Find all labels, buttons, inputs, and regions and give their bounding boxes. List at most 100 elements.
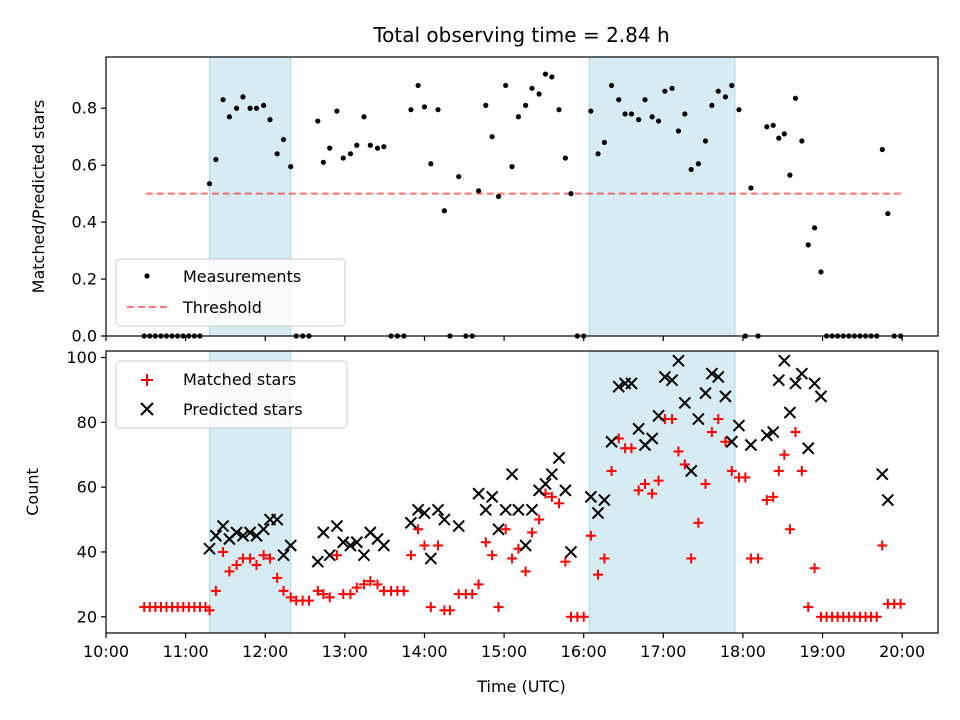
measurement-point xyxy=(682,111,688,117)
measurement-point xyxy=(421,104,428,110)
predicted-star-point xyxy=(766,425,780,439)
bottom-panel-matched-stars xyxy=(139,414,906,622)
matched-star-point xyxy=(265,553,276,564)
predicted-star-point xyxy=(236,529,250,542)
matched-star-point xyxy=(526,527,537,538)
matched-star-point xyxy=(726,465,737,476)
matched-star-point xyxy=(796,465,807,476)
predicted-star-point xyxy=(744,438,758,452)
predicted-star-point xyxy=(418,506,431,520)
matched-star-point xyxy=(433,540,444,551)
measurement-point xyxy=(608,82,615,89)
matched-star-point xyxy=(312,585,323,596)
measurement-point xyxy=(729,82,735,89)
measurement-point xyxy=(542,71,549,77)
predicted-star-point xyxy=(672,354,685,367)
matched-star-point xyxy=(272,572,283,583)
matched-star-point xyxy=(790,427,801,438)
x-tick-label: 18:00 xyxy=(720,642,766,661)
measurement-point xyxy=(748,185,754,191)
matched-star-point xyxy=(398,585,409,596)
measurement-point xyxy=(509,164,515,170)
matched-star-point xyxy=(647,488,658,499)
matched-star-point xyxy=(218,546,229,557)
measurement-point xyxy=(642,97,648,103)
matched-star-point xyxy=(803,602,814,613)
predicted-star-point xyxy=(559,484,572,497)
measurement-point xyxy=(428,161,434,167)
measurement-point xyxy=(568,191,574,197)
bottom-legend-box xyxy=(115,360,348,429)
matched-star-point xyxy=(224,566,235,577)
y-tick-label: 40 xyxy=(77,542,97,561)
measurement-point xyxy=(233,105,240,111)
matched-star-point xyxy=(345,589,356,600)
matched-star-point xyxy=(720,436,731,447)
predicted-star-point xyxy=(652,409,665,423)
shaded-interval-2 xyxy=(588,350,736,634)
matched-star-point xyxy=(520,566,531,577)
measurement-point xyxy=(601,139,608,146)
matched-star-point xyxy=(809,563,820,574)
measurement-point xyxy=(213,156,219,163)
predicted-star-point xyxy=(277,548,290,562)
predicted-star-point xyxy=(525,503,539,517)
measurement-point xyxy=(529,85,535,91)
predicted-star-point xyxy=(243,526,257,539)
predicted-star-point xyxy=(778,354,791,367)
matched-star-point xyxy=(534,514,545,525)
predicted-star-point xyxy=(545,467,559,481)
matched-star-point xyxy=(871,611,882,622)
measurement-point xyxy=(776,135,782,141)
predicted-star-point xyxy=(337,536,350,549)
bottom-panel-y-axis-label: Count xyxy=(23,468,42,516)
measurement-point xyxy=(515,114,522,120)
top-panel-x-ticks xyxy=(105,336,903,341)
matched-star-point xyxy=(204,605,215,616)
matched-star-point xyxy=(679,459,690,470)
legend-threshold-label: Threshold xyxy=(182,298,262,317)
measurement-point xyxy=(327,145,333,151)
matched-star-point xyxy=(578,611,589,622)
x-tick-label: 13:00 xyxy=(322,642,368,661)
predicted-star-point xyxy=(658,370,672,384)
legend-matched-marker xyxy=(141,374,153,386)
matched-star-point xyxy=(740,472,751,483)
matched-star-point xyxy=(487,550,498,561)
predicted-star-point xyxy=(505,467,519,481)
predicted-star-point xyxy=(699,386,712,400)
x-tick-label: 11:00 xyxy=(163,642,209,661)
measurement-point xyxy=(805,242,811,248)
matched-star-point xyxy=(784,524,795,535)
predicted-star-point xyxy=(404,516,418,530)
matched-star-point xyxy=(599,553,610,564)
y-tick-label: 60 xyxy=(77,478,97,497)
predicted-star-point xyxy=(472,487,485,500)
y-tick-label: 0.2 xyxy=(72,270,97,289)
predicted-star-point xyxy=(270,513,284,526)
predicted-star-point xyxy=(760,429,774,442)
predicted-star-point xyxy=(330,519,344,533)
measurement-point xyxy=(456,173,462,180)
matched-star-point xyxy=(210,585,221,596)
measurement-point xyxy=(675,128,682,134)
legend-predicted-marker xyxy=(140,402,154,416)
matched-star-point xyxy=(761,495,772,506)
predicted-star-point xyxy=(452,519,465,533)
predicted-star-point xyxy=(357,548,371,562)
matched-star-point xyxy=(633,485,644,496)
predicted-star-point xyxy=(678,396,692,410)
measurement-point xyxy=(483,102,489,108)
predicted-star-point xyxy=(317,526,330,539)
predicted-star-point xyxy=(438,513,451,526)
measurement-point xyxy=(792,95,799,101)
matched-star-point xyxy=(606,465,617,476)
measurement-point xyxy=(715,88,721,94)
predicted-star-point xyxy=(230,526,243,539)
bottom-panel-frame xyxy=(105,350,939,634)
y-tick-label: 0.4 xyxy=(72,213,97,232)
measurement-point xyxy=(315,118,321,124)
top-panel-y-axis-label: Matched/Predicted stars xyxy=(29,100,48,294)
measurement-point xyxy=(408,107,414,113)
